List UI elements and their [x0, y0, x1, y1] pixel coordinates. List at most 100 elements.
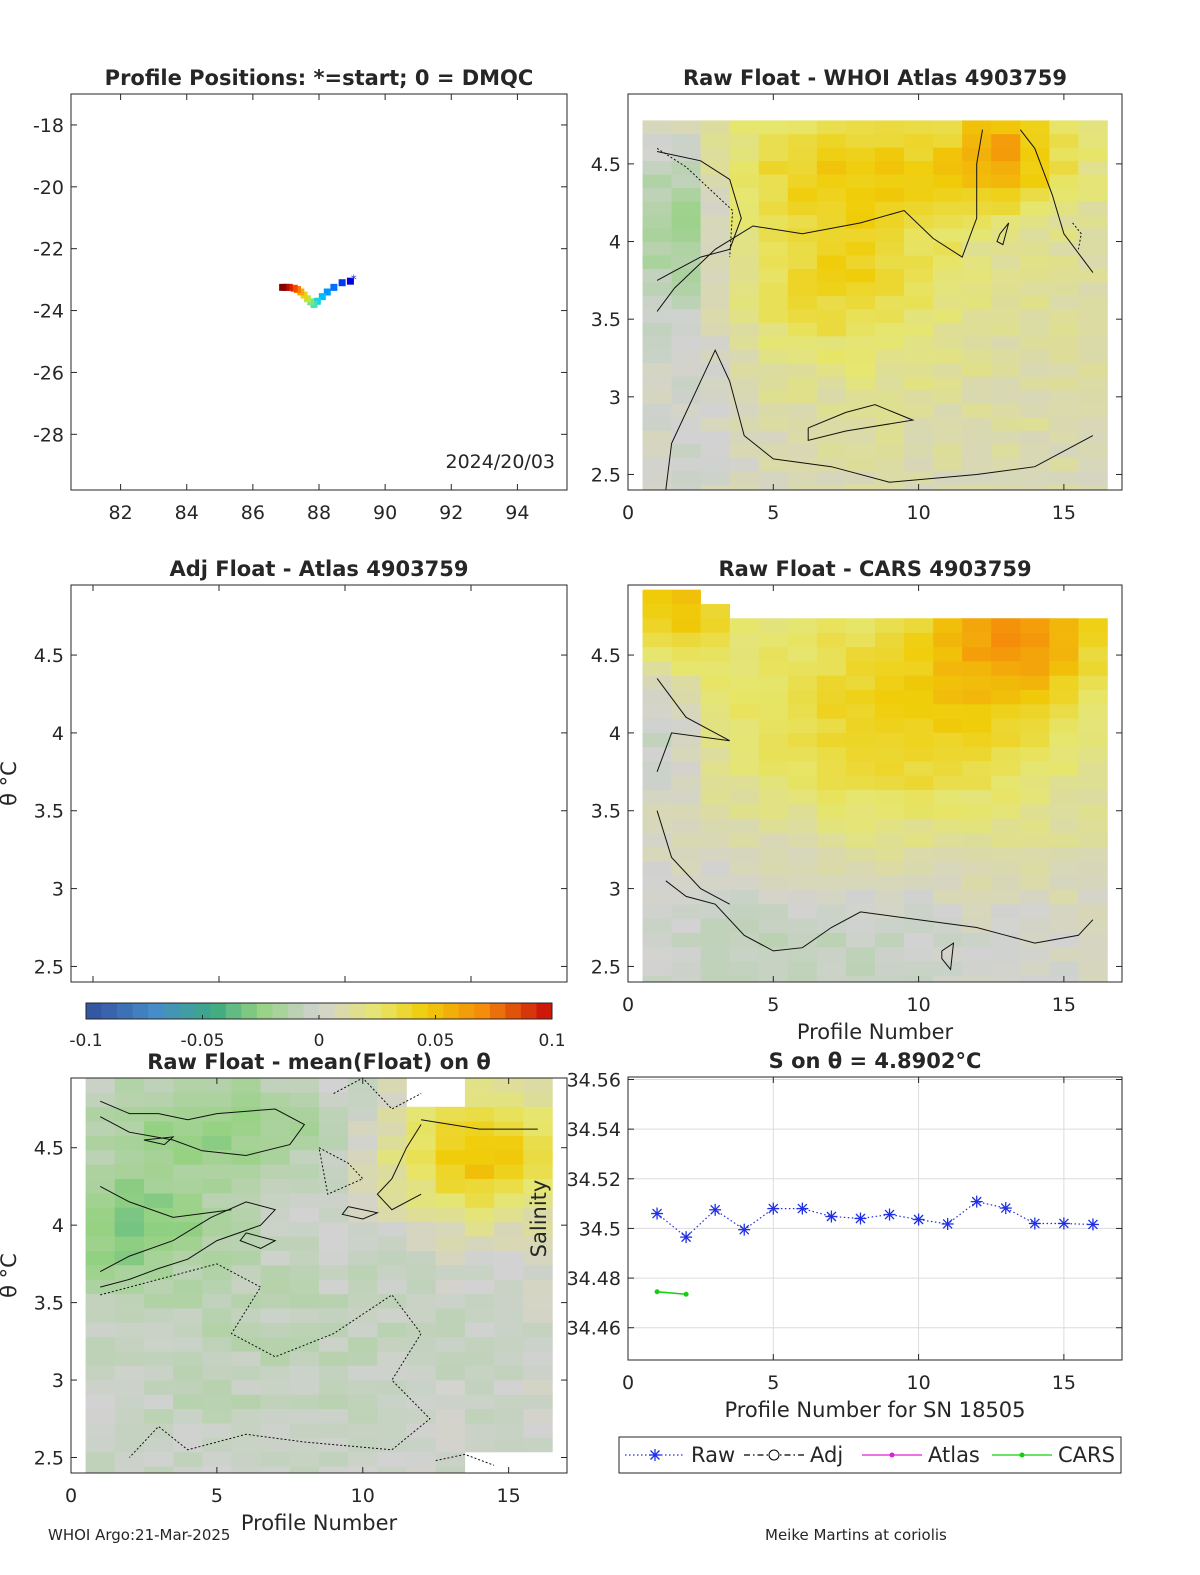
mean-cell — [377, 1121, 407, 1136]
mean-cell — [85, 1221, 116, 1237]
profile-position-marker — [279, 283, 287, 291]
cars-cell — [962, 832, 992, 848]
whoi-cell — [671, 349, 701, 364]
whoi-cell — [991, 268, 1021, 283]
cars-cell — [758, 632, 789, 648]
mean-xtick-label: 5 — [211, 1485, 223, 1507]
whoi-cell — [1078, 160, 1108, 175]
mean-cell — [114, 1466, 145, 1474]
raw-marker-stroke — [681, 1232, 692, 1243]
whoi-cell — [758, 389, 789, 404]
mean-cell — [319, 1423, 349, 1438]
cars-cell — [845, 789, 876, 805]
whoi-cell — [787, 309, 818, 323]
mean-cell — [85, 1193, 116, 1208]
whoi-cell — [758, 416, 789, 431]
mean-cell — [435, 1279, 466, 1295]
mean-cell — [377, 1178, 407, 1194]
cars-cell — [962, 746, 992, 762]
cars-cell — [845, 804, 876, 819]
whoi-cell — [671, 228, 701, 242]
cars-cell — [962, 875, 992, 891]
cars-cell — [962, 689, 992, 705]
mean-cell — [85, 1408, 116, 1424]
mean-cell — [260, 1221, 291, 1237]
mean-cell — [435, 1264, 466, 1280]
mean-cell — [523, 1092, 553, 1108]
whoi-cell — [845, 147, 876, 162]
raw-marker-stroke — [768, 1203, 779, 1214]
mean-cell — [114, 1293, 145, 1309]
whoi-cell — [875, 241, 905, 256]
whoi-cell — [991, 295, 1021, 310]
cars-title: Raw Float - CARS 4903759 — [718, 557, 1031, 581]
cars-cell — [991, 804, 1021, 819]
cars-cell — [642, 618, 672, 633]
cars-cell — [875, 732, 905, 748]
whoi-cell — [729, 484, 760, 491]
mean-cell — [377, 1408, 407, 1424]
whoi-cell — [1020, 268, 1050, 283]
positions-ytick-label: -20 — [33, 177, 64, 199]
mean-cell — [143, 1293, 174, 1309]
whoi-cell — [933, 147, 963, 162]
whoi-cell — [1020, 282, 1050, 296]
whoi-cell — [758, 336, 789, 350]
mean-cell — [435, 1135, 466, 1151]
cars-cell — [729, 804, 760, 819]
whoi-cell — [1049, 282, 1079, 296]
mean-ytick-label: 3.5 — [34, 1293, 64, 1315]
salinity-xtick-label: 5 — [767, 1372, 779, 1394]
mean-cell — [289, 1164, 320, 1179]
whoi-cell — [671, 389, 701, 404]
whoi-cell — [729, 349, 760, 364]
mean-cell — [114, 1365, 145, 1381]
profile-position-marker — [290, 284, 298, 292]
whoi-cell — [642, 322, 672, 337]
mean-cell — [435, 1365, 466, 1381]
mean-cell — [260, 1336, 291, 1352]
whoi-cell — [787, 484, 818, 491]
mean-cell — [348, 1250, 378, 1266]
whoi-cell — [787, 322, 818, 337]
raw-marker-stroke — [855, 1213, 866, 1224]
cars-cell — [991, 975, 1021, 983]
mean-cell — [202, 1293, 232, 1309]
cars-cell — [671, 975, 701, 983]
whoi-cell — [671, 457, 701, 472]
mean-cell — [523, 1236, 553, 1251]
mean-cell — [494, 1121, 524, 1136]
cars-cell — [1020, 832, 1050, 848]
cars-cell — [1020, 961, 1050, 976]
colorbar-segment — [148, 1003, 165, 1019]
whoi-cell — [991, 322, 1021, 337]
cars-cell — [816, 632, 847, 648]
mean-cell — [260, 1207, 291, 1223]
raw-marker-stroke — [1087, 1219, 1098, 1230]
whoi-cell — [787, 147, 818, 162]
mean-cell — [85, 1106, 116, 1122]
mean-cell — [114, 1121, 145, 1136]
mean-cell — [202, 1394, 232, 1410]
cars-cell — [787, 746, 818, 762]
cars-cell — [991, 846, 1021, 862]
mean-contour — [421, 1119, 538, 1130]
raw-series-point — [999, 1202, 1012, 1215]
raw-marker-stroke — [826, 1211, 837, 1222]
mean-cell — [319, 1264, 349, 1280]
mean-cell — [173, 1308, 203, 1323]
positions-ytick-label: -22 — [33, 239, 64, 261]
cars-cell — [991, 632, 1021, 648]
mean-cell — [114, 1394, 145, 1410]
mean-cell — [143, 1451, 174, 1467]
whoi-cell — [1078, 362, 1108, 377]
mean-cell — [435, 1149, 466, 1165]
cars-cell — [1049, 861, 1079, 876]
mean-cell — [377, 1437, 407, 1453]
mean-cell — [435, 1308, 466, 1323]
cars-cell — [962, 618, 992, 633]
cars-cell — [1078, 918, 1108, 933]
whoi-cell — [758, 309, 789, 323]
cars-cell — [671, 618, 701, 633]
cars-series-point — [654, 1289, 660, 1295]
